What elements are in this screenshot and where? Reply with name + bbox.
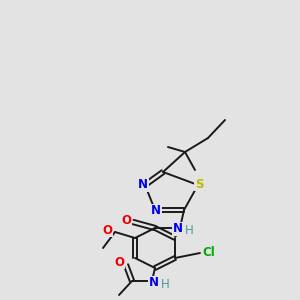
Text: O: O [114,256,124,268]
Text: S: S [195,178,203,190]
Text: H: H [184,224,194,236]
Text: O: O [121,214,131,227]
Text: N: N [151,205,161,218]
Text: H: H [160,278,169,290]
Text: N: N [173,223,183,236]
Text: Cl: Cl [202,247,215,260]
Text: N: N [149,277,159,290]
Text: O: O [102,224,112,236]
Text: N: N [138,178,148,191]
